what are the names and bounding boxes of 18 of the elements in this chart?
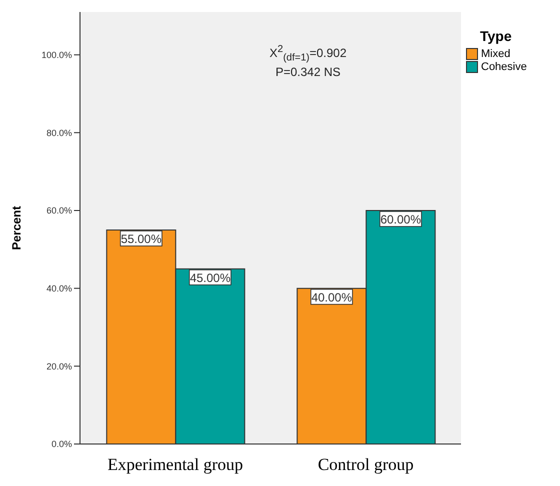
data-label: 55.00% [120,232,162,246]
y-tick-label: 80.0% [46,128,72,138]
x-tick-label: Experimental group [108,455,243,474]
data-label: 45.00% [190,270,231,285]
y-tick-label: 0.0% [51,439,72,450]
legend-label: Cohesive [480,61,527,73]
data-label: 60.00% [380,212,422,226]
y-tick-label: 40.0% [46,284,72,294]
x-tick-label: Control group [318,455,414,474]
y-axis-title: Percent [9,206,24,250]
data-label: 40.00% [311,290,352,304]
annotation: P=0.342 NS [274,65,342,80]
legend-title: Type [480,28,513,44]
legend-label: Mixed [480,48,512,60]
y-tick-label: 60.0% [46,206,72,216]
y-tick-label: 100.0% [41,50,72,60]
y-tick-label: 20.0% [46,361,72,372]
annotation: X$^{2}$$_{(df=1)}$=0.902 [268,43,348,66]
